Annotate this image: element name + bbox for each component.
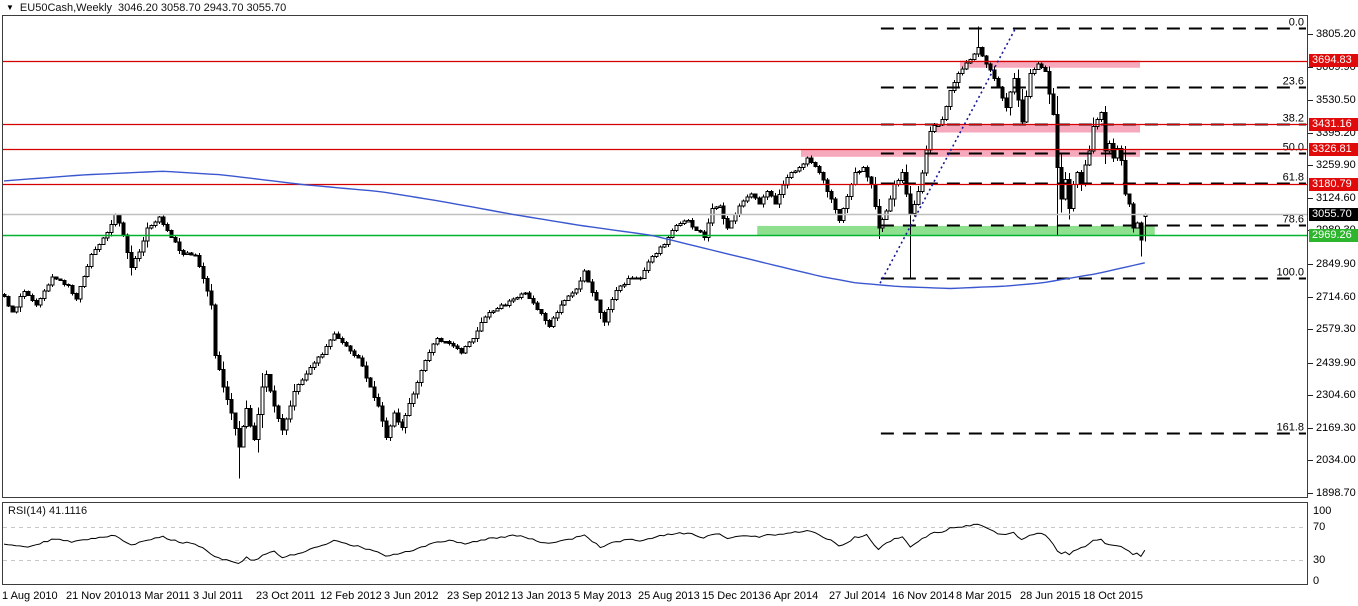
price-tick-label: 2439.90 [1316, 357, 1356, 369]
fibonacci-retracement: 0.0 23.6 38.2 50.0 61.8 78.6 100.0 161.8 [880, 17, 1306, 435]
price-level-badge: 3055.70 [1309, 208, 1358, 221]
ohlc-values-label: 3046.20 3058.70 2943.70 3055.70 [118, 1, 287, 14]
date-label: 3 Jul 2011 [193, 590, 243, 602]
rsi-indicator-label: RSI(14) 41.1116 [8, 505, 88, 517]
rsi-tick-label: 100 [1313, 505, 1332, 517]
resistance-zone [959, 60, 1141, 68]
price-tick-mark [1308, 67, 1313, 68]
date-label: 27 Jul 2014 [829, 590, 886, 602]
date-label: 28 Jun 2015 [1020, 590, 1081, 602]
symbol-period-label: EU50Cash,Weekly [19, 1, 113, 14]
price-tick-mark [1308, 264, 1313, 265]
price-tick-label: 2579.30 [1316, 323, 1356, 335]
collapse-indicator-icon[interactable]: ▼ [6, 3, 14, 12]
price-level-badge: 2969.26 [1309, 229, 1358, 242]
rsi-tick-label: 0 [1313, 575, 1320, 587]
date-label: 12 Feb 2012 [320, 590, 382, 602]
price-tick-mark [1308, 363, 1313, 364]
price-tick-label: 2034.00 [1316, 454, 1356, 466]
price-level-badge: 3431.16 [1309, 118, 1358, 131]
price-tick-label: 2849.90 [1316, 258, 1356, 270]
price-tick-label: 1898.70 [1316, 487, 1356, 499]
price-tick-mark [1308, 34, 1313, 35]
date-label: 23 Oct 2011 [256, 590, 316, 602]
fib-level-label: 61.8 [1283, 172, 1304, 184]
candlestick-series [2, 26, 1148, 479]
fib-level-label: 50.0 [1283, 142, 1304, 154]
rsi-line [3, 523, 1146, 565]
price-tick-mark [1308, 198, 1313, 199]
price-level-badge: 3694.83 [1309, 54, 1358, 67]
price-tick-mark [1308, 395, 1313, 396]
rsi-tick-label: 70 [1313, 521, 1326, 533]
date-label: 5 May 2013 [574, 590, 632, 602]
date-label: 16 Nov 2014 [892, 590, 955, 602]
chart-title: ▼ EU50Cash,Weekly 3046.20 3058.70 2943.7… [6, 1, 286, 14]
date-label: 8 Mar 2015 [956, 590, 1012, 602]
fib-level-label: 0.0 [1289, 17, 1304, 29]
price-tick-mark [1308, 100, 1313, 101]
moving-average-line [3, 170, 1145, 290]
price-tick-label: 3805.20 [1316, 28, 1356, 40]
date-label: 23 Sep 2012 [447, 590, 510, 602]
fib-level-label: 161.8 [1276, 422, 1304, 434]
price-tick-label: 2169.30 [1316, 422, 1356, 434]
fib-level-label: 38.2 [1283, 113, 1304, 125]
date-label: 18 Oct 2015 [1083, 590, 1143, 602]
fib-level-label: 100.0 [1276, 267, 1304, 279]
fib-level-label: 78.6 [1283, 214, 1304, 226]
date-label: 21 Nov 2010 [66, 590, 129, 602]
date-label: 15 Dec 2013 [702, 590, 765, 602]
rsi-tick-label: 30 [1313, 554, 1326, 566]
price-tick-mark [1308, 165, 1313, 166]
support-zone [757, 225, 1155, 236]
price-tick-mark [1308, 493, 1313, 494]
rsi-indicator [3, 523, 1307, 565]
fib-level-label: 23.6 [1283, 76, 1304, 88]
resistance-zone [934, 124, 1141, 133]
date-label: 1 Aug 2010 [2, 590, 58, 602]
panel-borders [2, 15, 1308, 585]
price-tick-label: 3530.50 [1316, 94, 1356, 106]
date-label: 3 Jun 2012 [384, 590, 439, 602]
trendline [879, 27, 1017, 284]
price-tick-label: 2304.60 [1316, 389, 1356, 401]
price-level-badge: 3326.81 [1309, 143, 1358, 156]
price-tick-mark [1308, 428, 1313, 429]
price-tick-mark [1308, 329, 1313, 330]
price-tick-label: 3259.90 [1316, 159, 1356, 171]
price-tick-mark [1308, 460, 1313, 461]
date-label: 13 Mar 2011 [129, 590, 190, 602]
price-tick-mark [1308, 133, 1313, 134]
price-tick-label: 2714.60 [1316, 291, 1356, 303]
price-tick-label: 3124.60 [1316, 192, 1356, 204]
date-label: 6 Apr 2014 [765, 590, 819, 602]
date-label: 25 Aug 2013 [638, 590, 700, 602]
price-level-badge: 3180.79 [1309, 178, 1358, 191]
price-tick-mark [1308, 297, 1313, 298]
date-label: 13 Jan 2013 [511, 590, 572, 602]
